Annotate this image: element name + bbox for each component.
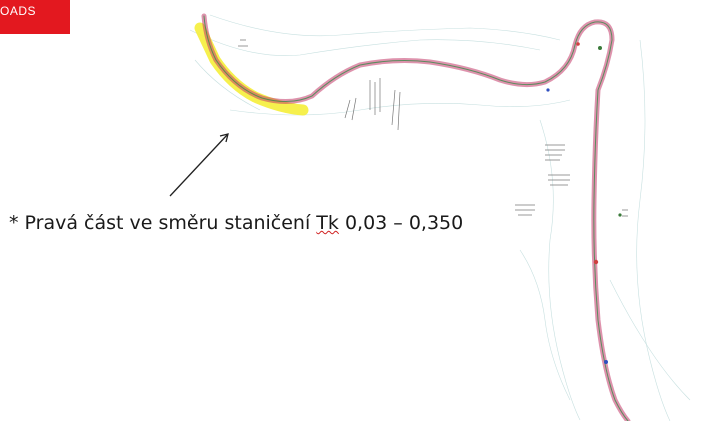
annotation-tk: Tk (316, 212, 339, 234)
plan-markers (546, 42, 622, 364)
terrain-lines (189, 14, 691, 421)
section-annotation: * Pravá část ve směru staničení Tk 0,03 … (9, 212, 463, 234)
highlighted-section (194, 22, 309, 116)
annotation-suffix: 0,03 – 0,350 (338, 212, 464, 234)
logo-text: OADS (0, 4, 37, 18)
pointer-arrow (169, 133, 229, 197)
company-logo: OADS (0, 0, 70, 34)
road-alignment (201, 13, 631, 421)
plan-annotations (238, 39, 628, 217)
annotation-prefix: * Pravá část ve směru staničení (9, 212, 317, 234)
